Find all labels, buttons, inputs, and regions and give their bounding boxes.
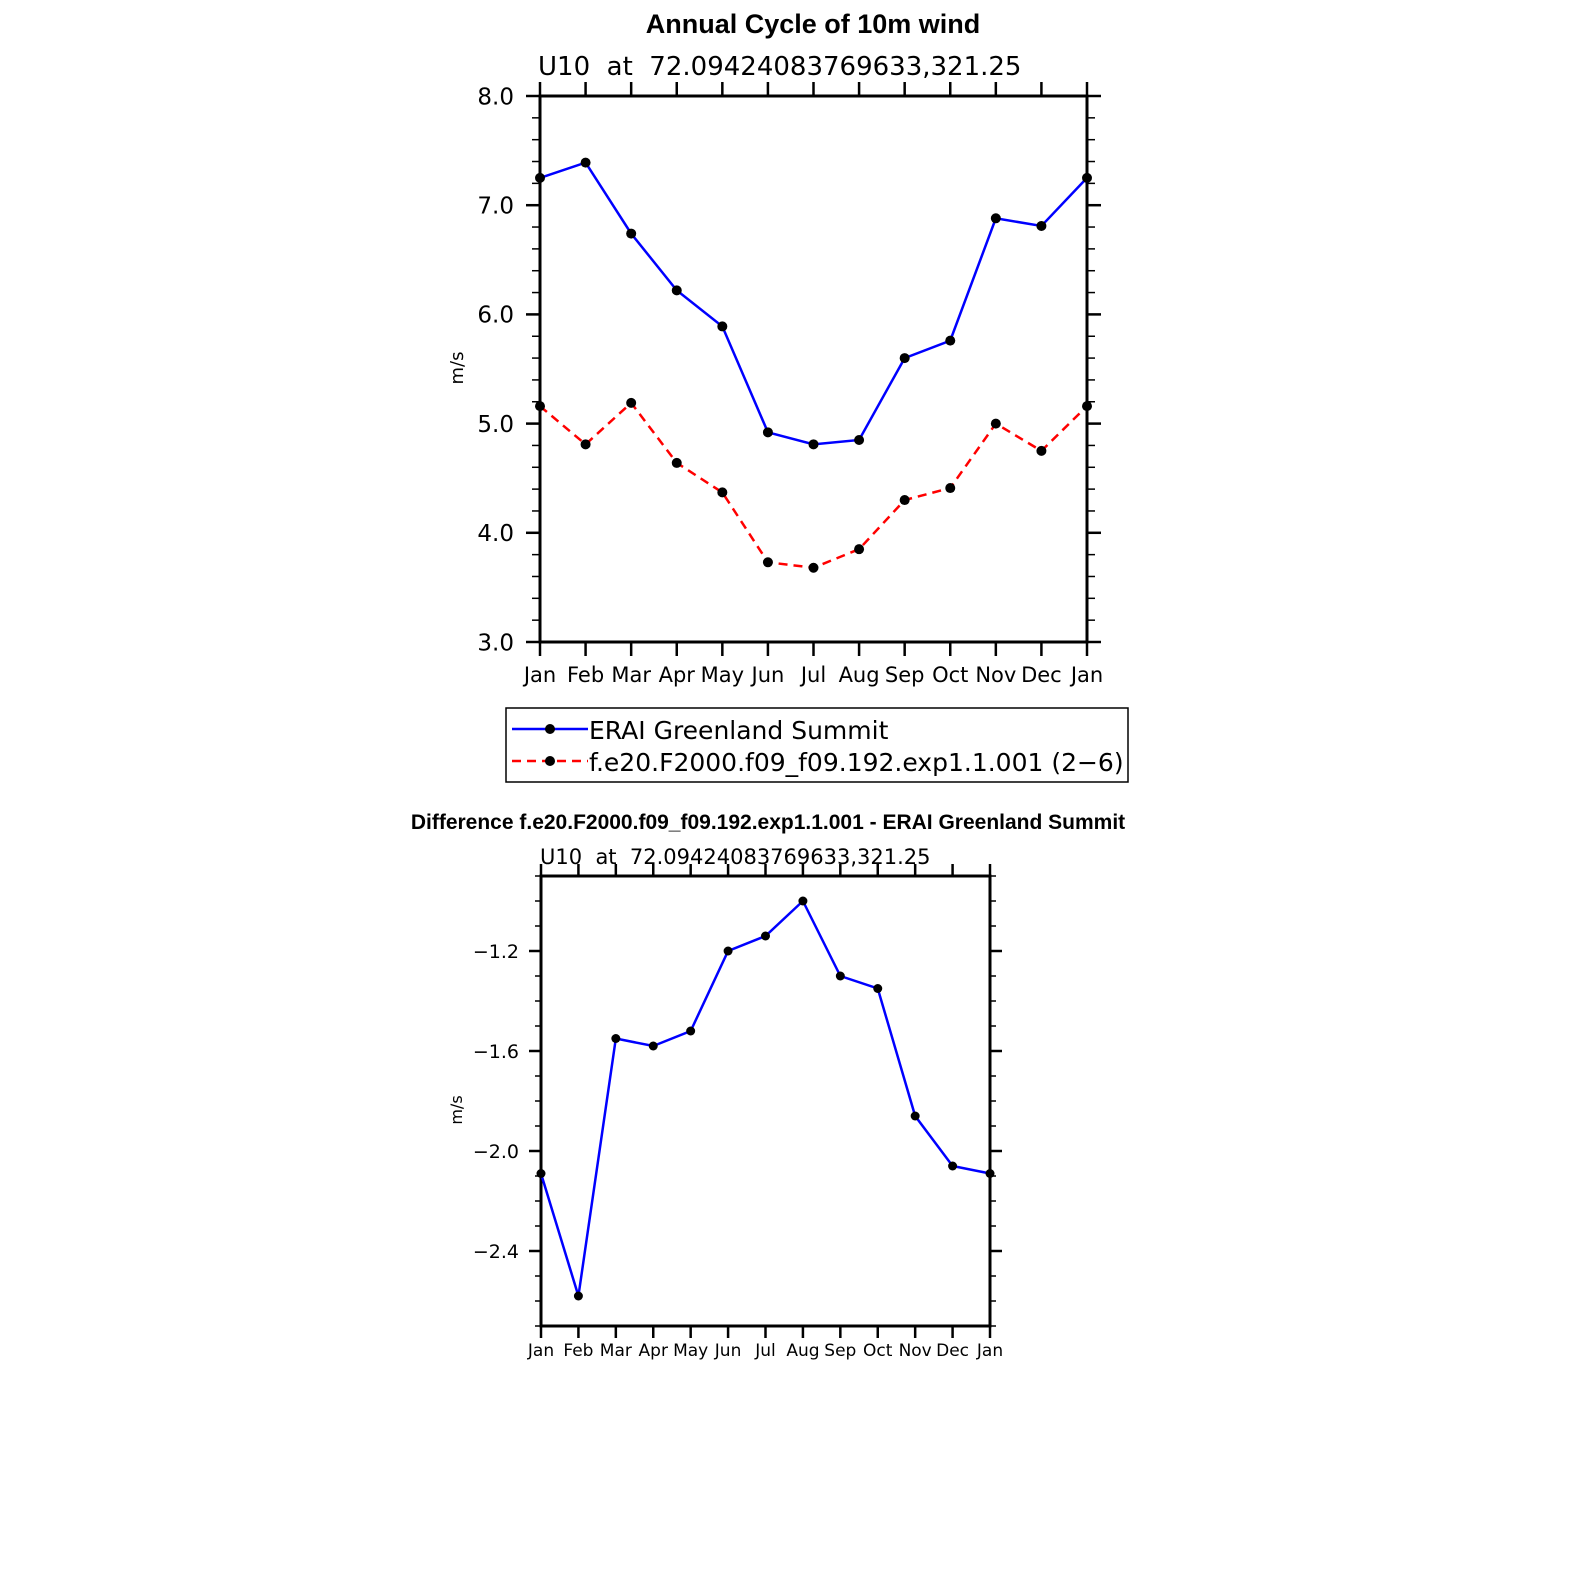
data-point (762, 427, 773, 438)
data-point (580, 439, 591, 450)
data-point (626, 397, 637, 408)
difference-chart: Difference f.e20.F2000.f09_f09.192.exp1.… (411, 811, 1125, 1361)
x-tick-label: Oct (863, 1341, 893, 1361)
data-point (948, 1161, 958, 1171)
x-tick-label: Mar (600, 1341, 632, 1361)
data-point (798, 896, 808, 906)
legend-label-model: f.e20.F2000.f09_f09.192.exp1.1.001 (2−6) (589, 748, 1124, 777)
chart1-ticks: Jan Feb Mar Apr May Jun Jul Aug Sep Oct Nov Dec Jan 3… (477, 82, 1103, 687)
x-tick-label: Jan (527, 1341, 554, 1361)
y-tick-label: 7.0 (477, 193, 514, 219)
data-point (945, 483, 956, 494)
x-tick-label: Nov (975, 663, 1016, 687)
data-point (762, 557, 773, 568)
chart2-series (536, 896, 995, 1301)
y-tick-label: −1.6 (473, 1041, 519, 1063)
y-tick-label: −1.2 (473, 941, 519, 963)
data-point (626, 228, 637, 239)
y-tick-label: −2.0 (473, 1141, 519, 1163)
data-point (899, 495, 910, 506)
x-tick-label: May (701, 663, 744, 687)
data-point (808, 439, 819, 450)
x-tick-label: Oct (932, 663, 968, 687)
chart2-title: Difference f.e20.F2000.f09_f09.192.exp1.… (411, 811, 1125, 834)
data-point (1082, 172, 1092, 183)
chart1-legend: ERAI Greenland Summit f.e20.F2000.f09_f0… (505, 707, 1129, 783)
x-tick-label: May (673, 1341, 708, 1361)
data-point (717, 321, 728, 332)
data-point (573, 1291, 583, 1301)
legend-marker-erai (545, 724, 555, 734)
data-point (899, 353, 910, 364)
data-point (671, 285, 682, 296)
chart2-ticks: Jan Feb Mar Apr May Jun Jul Aug Sep Oct Nov Dec Jan −… (473, 864, 1003, 1361)
data-point (835, 971, 845, 981)
data-point (990, 418, 1001, 429)
data-point (535, 172, 545, 183)
x-tick-label: Sep (824, 1341, 856, 1361)
legend-marker-model (545, 756, 555, 766)
x-tick-label: Jul (799, 663, 826, 687)
x-tick-label: Jun (750, 663, 785, 687)
y-tick-label: 3.0 (477, 630, 514, 656)
data-point (536, 1169, 546, 1178)
data-point (686, 1026, 696, 1036)
data-point (854, 434, 865, 445)
data-point (761, 931, 770, 941)
chart1-y-axis-label: m/s (447, 352, 468, 385)
x-tick-label: Apr (639, 1341, 668, 1361)
data-point (873, 984, 883, 993)
data-point (671, 457, 682, 468)
y-tick-label: −2.4 (473, 1241, 519, 1263)
x-tick-label: Jan (522, 663, 556, 687)
x-tick-label: Jan (1069, 663, 1103, 687)
data-point (854, 544, 865, 555)
y-tick-label: 5.0 (477, 412, 514, 438)
y-tick-label: 4.0 (477, 521, 514, 547)
x-tick-label: Jun (714, 1341, 742, 1361)
chart1-series (535, 157, 1092, 573)
x-tick-label: Jul (754, 1341, 776, 1361)
x-tick-label: Aug (786, 1341, 819, 1361)
y-tick-label: 8.0 (477, 84, 514, 110)
x-tick-label: Feb (563, 1341, 593, 1361)
chart2-y-axis-label: m/s (447, 1095, 466, 1124)
data-point (945, 335, 956, 346)
data-point (717, 487, 728, 498)
x-tick-label: Aug (839, 663, 880, 687)
data-point (1036, 220, 1047, 231)
x-tick-label: Mar (611, 663, 651, 687)
data-point (910, 1111, 920, 1121)
x-tick-label: Dec (936, 1341, 969, 1361)
data-point (985, 1169, 995, 1178)
x-tick-label: Nov (899, 1341, 932, 1361)
y-tick-label: 6.0 (477, 303, 514, 329)
data-point (580, 157, 591, 168)
x-tick-label: Apr (659, 663, 696, 687)
chart1-title: Annual Cycle of 10m wind (646, 9, 981, 39)
chart1-subtitle: U10 at 72.09424083769633,321.25 (538, 52, 1021, 82)
x-tick-label: Jan (976, 1341, 1003, 1361)
data-point (1082, 401, 1092, 412)
x-tick-label: Sep (885, 663, 925, 687)
data-point (648, 1041, 658, 1051)
data-point (723, 946, 733, 956)
x-tick-label: Dec (1021, 663, 1062, 687)
data-point (611, 1034, 621, 1043)
annual-cycle-chart: Annual Cycle of 10m wind U10 at 72.09424… (447, 9, 1129, 783)
legend-box (505, 707, 1129, 783)
data-point (990, 213, 1001, 224)
chart2-subtitle: U10 at 72.09424083769633,321.25 (540, 845, 931, 869)
legend-label-erai: ERAI Greenland Summit (589, 716, 889, 745)
data-point (535, 401, 545, 412)
data-point (808, 562, 819, 573)
data-point (1036, 445, 1047, 456)
x-tick-label: Feb (567, 663, 604, 687)
